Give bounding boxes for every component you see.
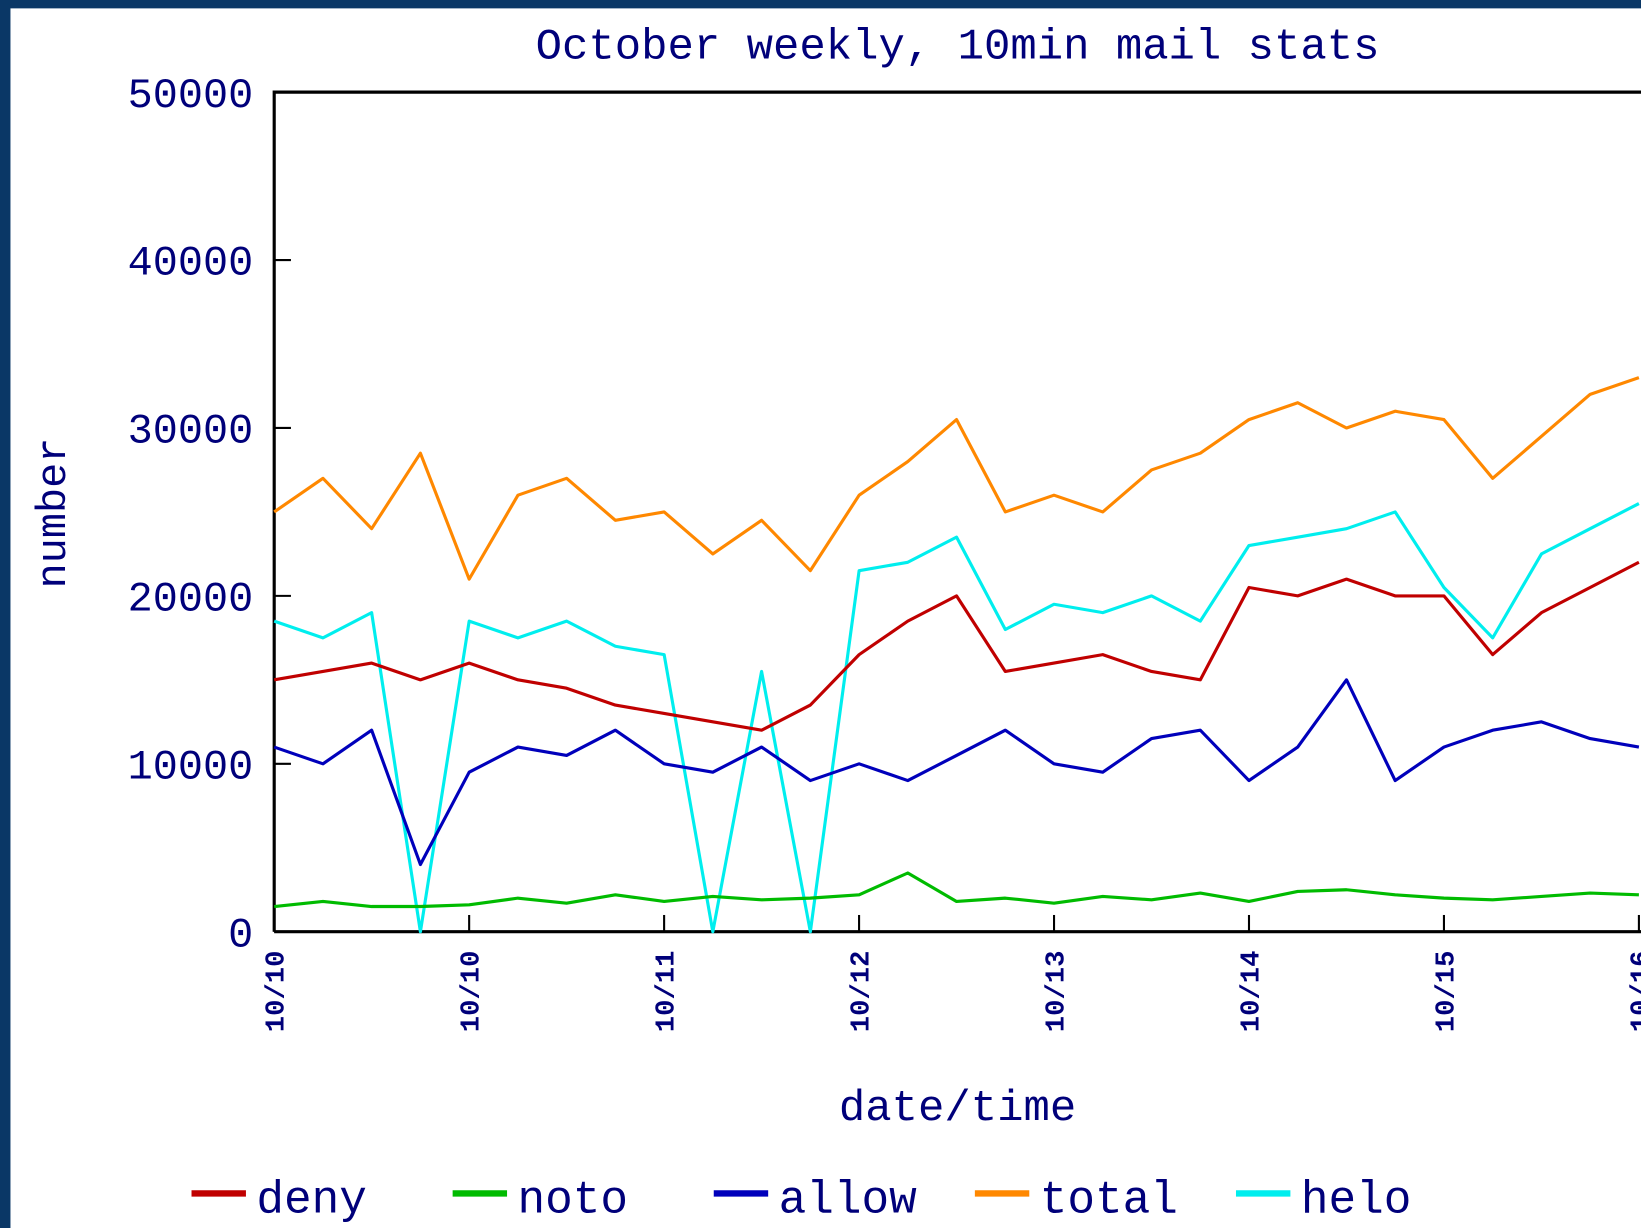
series-line bbox=[273, 678, 1640, 867]
series-line bbox=[273, 502, 1640, 934]
x-tick-label: 10/10 bbox=[457, 951, 488, 1033]
y-tick-label: 40000 bbox=[128, 240, 254, 288]
legend-label: deny bbox=[256, 1174, 367, 1226]
x-tick-label: 10/16 bbox=[1626, 951, 1641, 1033]
chart-background bbox=[10, 8, 1641, 1228]
x-tick-label: 10/15 bbox=[1431, 951, 1462, 1033]
chart-title: October weekly, 10min mail stats bbox=[536, 23, 1380, 73]
legend-label: helo bbox=[1301, 1174, 1412, 1226]
y-tick-label: 0 bbox=[228, 911, 253, 959]
y-tick-label: 20000 bbox=[128, 576, 254, 624]
legend-label: noto bbox=[518, 1174, 629, 1226]
y-tick-label: 10000 bbox=[128, 743, 254, 791]
x-tick-label: 10/13 bbox=[1041, 951, 1072, 1033]
legend-label: allow bbox=[779, 1174, 918, 1226]
x-tick-label: 10/11 bbox=[652, 951, 683, 1033]
x-tick-label: 10/10 bbox=[262, 951, 293, 1033]
series-line bbox=[273, 376, 1640, 581]
x-tick-label: 10/12 bbox=[846, 951, 877, 1033]
series-line bbox=[274, 871, 1639, 909]
y-axis-label: number bbox=[30, 438, 78, 589]
y-tick-label: 50000 bbox=[128, 72, 254, 120]
legend-label: total bbox=[1040, 1174, 1178, 1226]
x-tick-label: 10/14 bbox=[1236, 951, 1267, 1033]
x-axis-label: date/time bbox=[839, 1084, 1076, 1134]
y-tick-label: 30000 bbox=[128, 408, 254, 456]
series-line bbox=[273, 560, 1640, 732]
